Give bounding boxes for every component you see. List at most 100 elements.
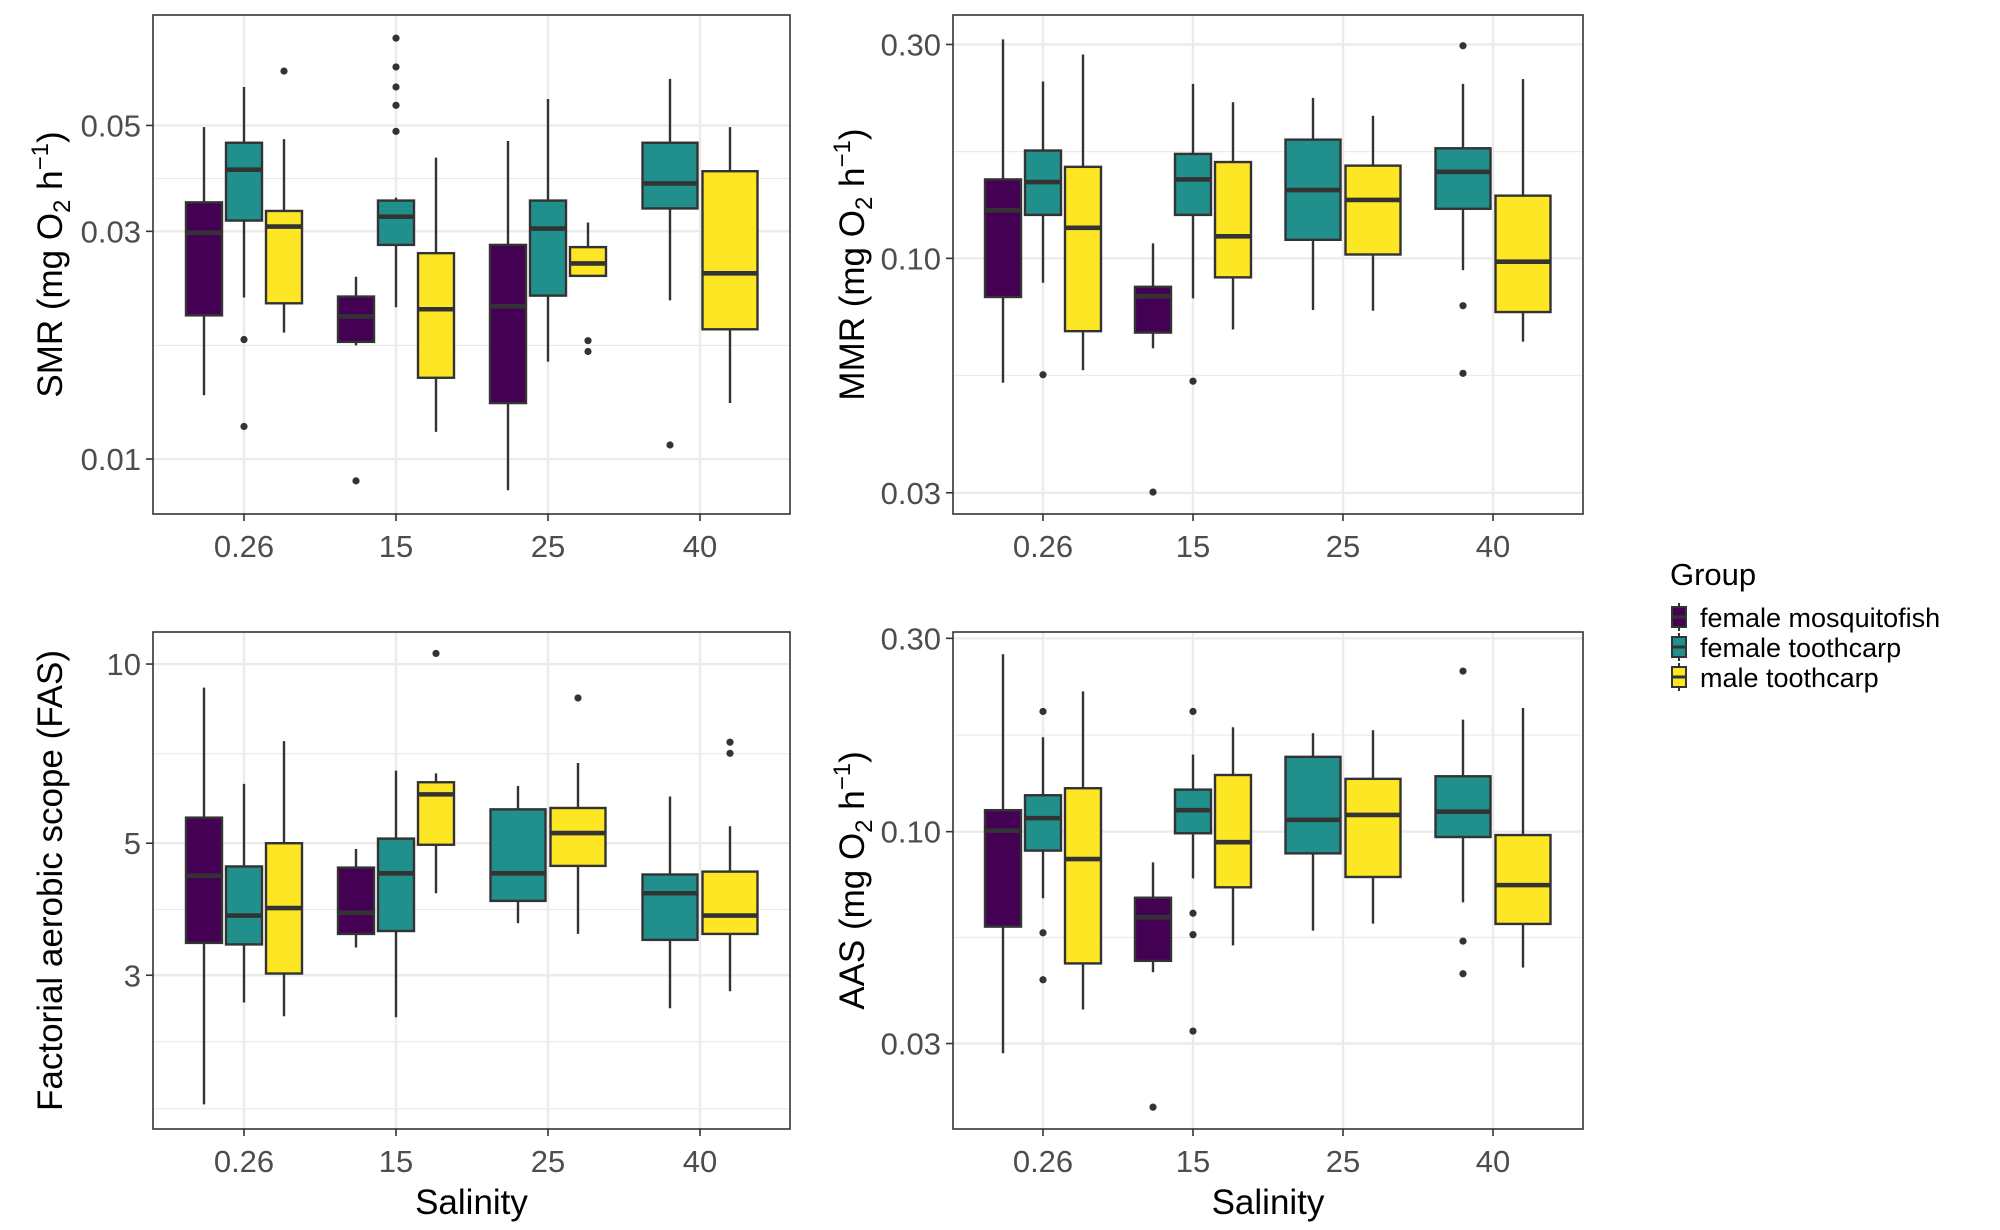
panel-border (952, 631, 1584, 1130)
panel-bottom-left: 3 5 10 0.26 15 25 40 Factorial aerobic scope (F… (31, 631, 791, 1222)
y-axis-title-superscript: −1 (829, 140, 856, 167)
box-group-40 (641, 78, 759, 449)
outlier-point (584, 347, 592, 356)
y-axis-title-superscript: −1 (27, 143, 54, 170)
box-iqr (336, 295, 376, 344)
y-tick-label: 0.03 (881, 1027, 941, 1062)
outlier-point (392, 83, 400, 91)
y-tick-label: 0.01 (81, 442, 141, 477)
box-iqr (1133, 285, 1173, 334)
boxplot-male-toothcarp (568, 222, 608, 356)
boxplot-female-toothcarp (1023, 81, 1063, 379)
boxplot-female-toothcarp (641, 78, 699, 449)
box-iqr (184, 201, 224, 317)
y-axis-title-mid: h (31, 170, 70, 199)
y-axis-title-subscript: 2 (49, 200, 76, 213)
x-tick-label: 40 (683, 1144, 717, 1179)
box-iqr (528, 199, 568, 297)
x-tick-label: 0.26 (1013, 1144, 1073, 1179)
boxplot-female-toothcarp (376, 34, 416, 308)
outlier-point (1459, 667, 1467, 675)
box-iqr (1434, 775, 1492, 839)
box-iqr (488, 243, 528, 405)
boxplot-female-mosquitofish (336, 276, 376, 485)
box-iqr (983, 178, 1023, 299)
outlier-point (1189, 377, 1197, 385)
panel-border (952, 14, 1584, 515)
outlier-point (584, 337, 592, 345)
box-group-25 (1284, 97, 1402, 311)
boxplot-female-toothcarp (1434, 42, 1492, 377)
box-group-25 (488, 99, 608, 491)
outlier-point (1189, 909, 1197, 917)
boxplot-female-mosquitofish (488, 140, 528, 491)
panel-top-left: 0.01 0.03 0.05 0.26 15 25 40 SMR (mg O2 h−1) (27, 14, 791, 564)
outlier-point (240, 422, 248, 431)
boxplot-female-mosquitofish (983, 39, 1023, 383)
box-iqr (184, 816, 224, 945)
boxplot-female-mosquitofish (336, 848, 376, 948)
boxplot-male-toothcarp (701, 127, 759, 404)
outlier-point (1459, 937, 1467, 945)
boxplot-male-toothcarp (1063, 54, 1103, 371)
outlier-point (392, 34, 400, 42)
x-tick-label: 15 (1176, 529, 1210, 564)
outlier-point (1149, 1103, 1157, 1111)
box-iqr (701, 169, 759, 331)
outlier-point (392, 63, 400, 71)
box-iqr (1213, 160, 1253, 279)
box-group-0.26 (184, 687, 304, 1105)
x-tick-label: 40 (683, 529, 717, 564)
x-tick-label: 0.26 (1013, 529, 1073, 564)
x-tick-label: 25 (1326, 529, 1360, 564)
box-iqr (549, 806, 607, 868)
boxplot-female-toothcarp (1434, 667, 1492, 978)
outlier-point (1189, 707, 1197, 716)
box-iqr (416, 781, 456, 846)
box-group-40 (1434, 667, 1552, 978)
boxplot-female-mosquitofish (184, 687, 224, 1105)
y-axis-title-superscript: −1 (829, 763, 856, 790)
outlier-point (1039, 929, 1047, 937)
x-tick-label: 0.26 (214, 1144, 274, 1179)
box-group-0.26 (983, 654, 1103, 1054)
box-group-25 (1284, 730, 1402, 931)
y-tick-label: 0.05 (81, 108, 141, 143)
box-iqr (641, 873, 699, 942)
y-tick-label: 5 (124, 826, 141, 861)
box-iqr (1063, 165, 1103, 333)
box-iqr (336, 866, 376, 936)
box-iqr (416, 251, 456, 379)
box-iqr (701, 870, 759, 936)
panel-border (152, 14, 791, 515)
boxplot-male-toothcarp (1344, 730, 1402, 924)
y-axis-title: AAS (mg O2 h−1) (829, 751, 878, 1010)
boxplot-female-mosquitofish (1133, 243, 1173, 496)
y-tick-label: 0.10 (881, 241, 941, 276)
outlier-point (280, 67, 288, 75)
y-axis-title: Factorial aerobic scope (FAS) (31, 650, 70, 1111)
boxplot-female-toothcarp (376, 770, 416, 1018)
y-tick-label: 0.10 (881, 815, 941, 850)
x-tick-label: 25 (531, 529, 565, 564)
outlier-point (392, 101, 400, 109)
y-axis-title-main: SMR (mg O (31, 213, 70, 398)
outlier-point (1039, 976, 1047, 984)
boxplot-male-toothcarp (1213, 102, 1253, 330)
outlier-point (1459, 302, 1467, 310)
y-axis-title-main: MMR (mg O (833, 210, 872, 401)
outlier-point (1189, 931, 1197, 939)
outlier-point (352, 477, 360, 485)
boxplot-female-toothcarp (224, 86, 264, 431)
y-axis-title-mid: h (833, 790, 872, 819)
y-tick-label: 0.03 (81, 214, 141, 249)
box-iqr (983, 808, 1023, 928)
panel-top-right: 0.03 0.10 0.30 0.26 15 25 40 MMR (mg O2 h−1) (829, 14, 1584, 564)
boxplot-female-toothcarp (641, 796, 699, 1009)
outlier-point (1039, 707, 1047, 716)
y-tick-label: 10 (107, 647, 141, 682)
outlier-point (1459, 970, 1467, 978)
box-iqr (1284, 755, 1342, 855)
